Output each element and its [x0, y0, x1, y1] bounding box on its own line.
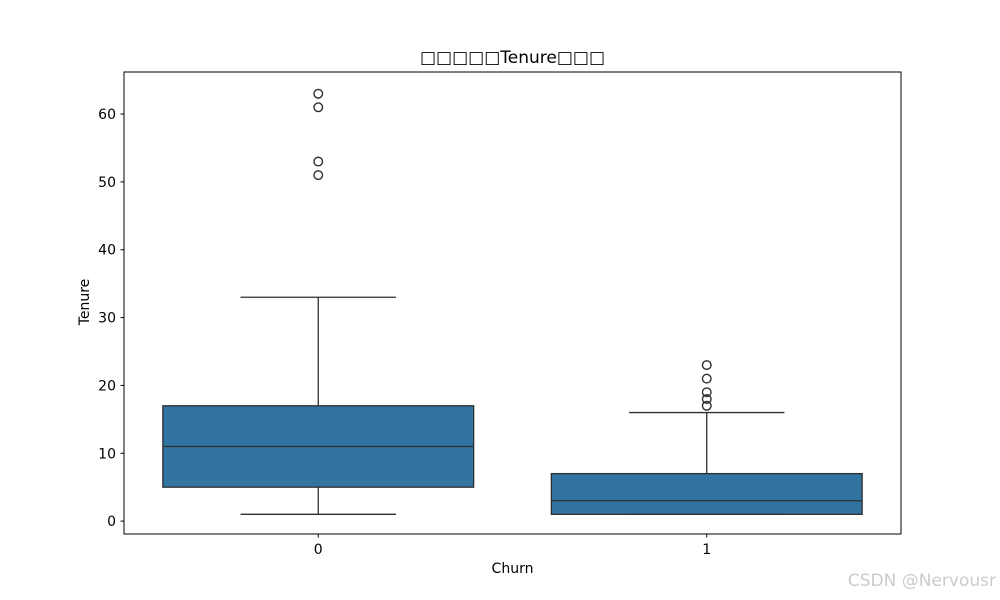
outlier-point	[313, 156, 324, 167]
outlier-point	[701, 360, 712, 371]
outlier-point	[313, 88, 324, 99]
y-tick-label: 10	[98, 446, 116, 462]
y-tick-label: 20	[98, 378, 116, 394]
x-tick-label: 0	[314, 542, 323, 558]
y-tick-label: 50	[98, 175, 116, 191]
outlier-point	[701, 373, 712, 384]
chart-title: □□□□□Tenure□□□	[419, 48, 606, 68]
x-axis-label: Churn	[491, 561, 534, 577]
x-tick-label: 1	[702, 542, 711, 558]
y-tick-label: 60	[98, 107, 116, 123]
iqr-box	[550, 472, 863, 515]
watermark-text: CSDN @Nervousr	[847, 571, 996, 591]
y-tick-label: 40	[98, 243, 116, 259]
outlier-point	[313, 170, 324, 181]
y-axis-label: Tenure	[77, 278, 93, 326]
y-tick-label: 30	[98, 311, 116, 327]
outlier-point	[701, 393, 712, 404]
axes-frame	[123, 71, 902, 535]
outlier-point	[701, 387, 712, 398]
y-tick-label: 0	[107, 514, 116, 530]
outlier-point	[701, 400, 712, 411]
outlier-point	[313, 102, 324, 113]
